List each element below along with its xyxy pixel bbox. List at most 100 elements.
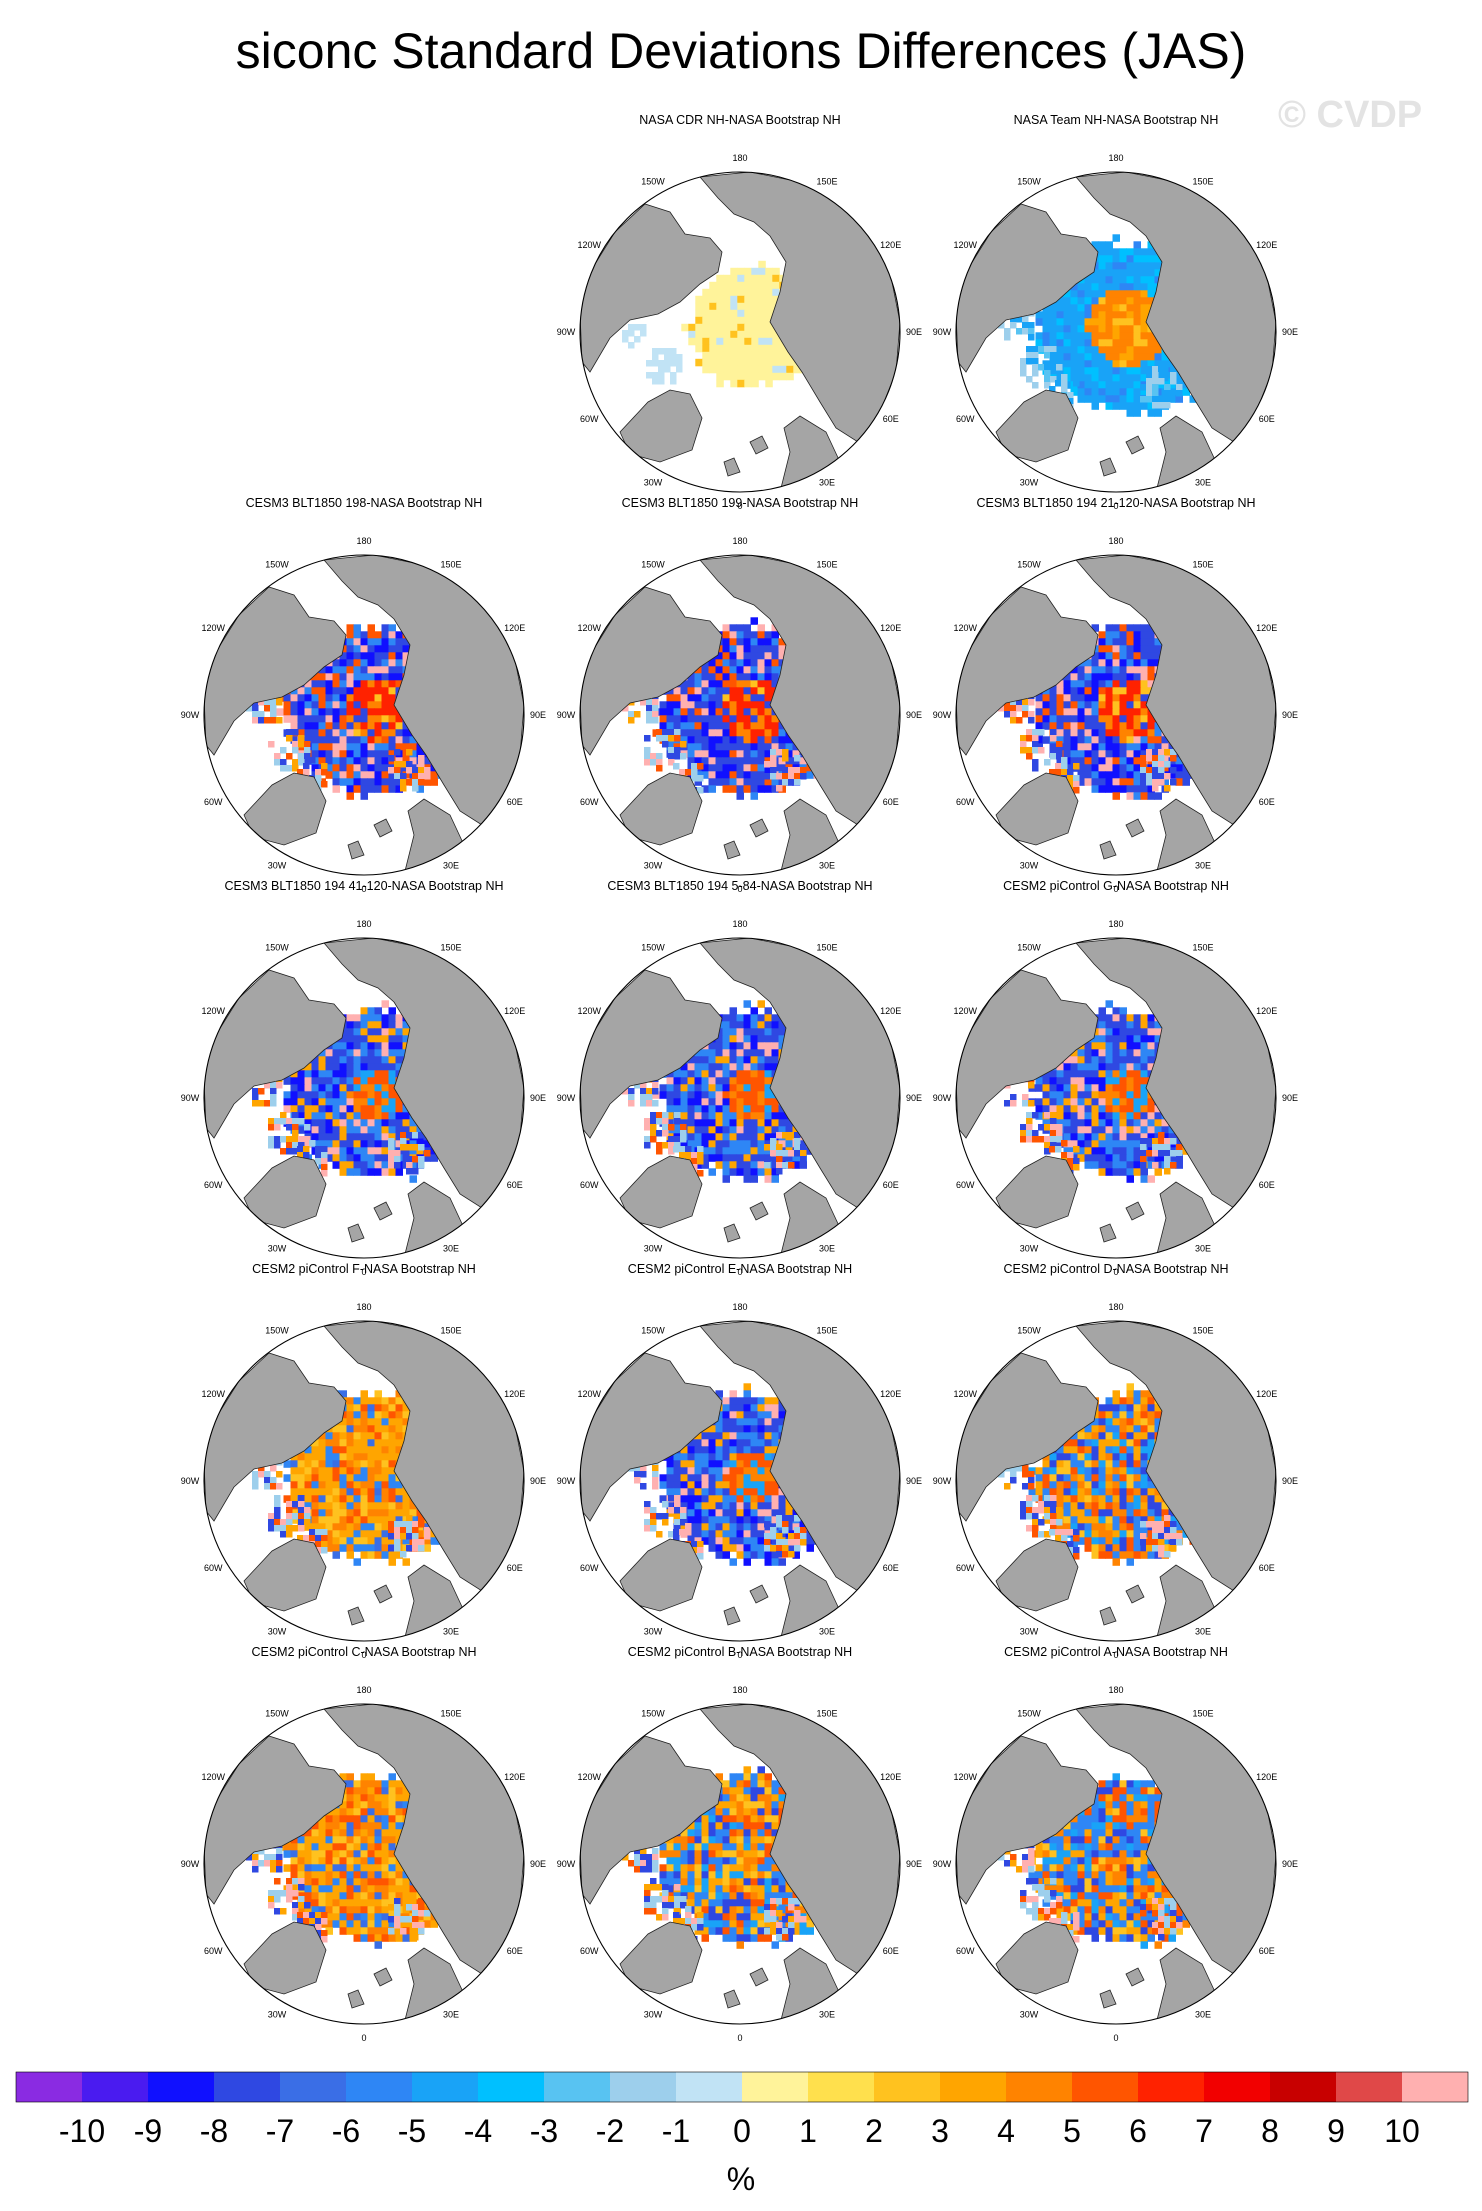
longitude-label: 120E — [880, 1389, 901, 1399]
longitude-label: 90W — [933, 710, 952, 720]
longitude-label: 30W — [268, 861, 287, 871]
longitude-label: 60E — [1259, 414, 1275, 424]
longitude-label: 90E — [1282, 327, 1298, 337]
longitude-label: 150E — [816, 1708, 837, 1718]
longitude-label: 30W — [1020, 1244, 1039, 1254]
longitude-label: 60W — [956, 1180, 975, 1190]
longitude-label: 150W — [641, 1708, 665, 1718]
map-panel: CESM3 BLT1850 194 5-84-NASA Bootstrap NH… — [557, 879, 922, 1277]
longitude-label: 90E — [1282, 710, 1298, 720]
longitude-label: 30W — [644, 1244, 663, 1254]
longitude-label: 150W — [1017, 559, 1041, 569]
longitude-label: 150W — [265, 559, 289, 569]
longitude-label: 30W — [644, 861, 663, 871]
longitude-label: 30W — [644, 2010, 663, 2020]
longitude-label: 120E — [504, 1772, 525, 1782]
colorbar-box — [1006, 2072, 1072, 2102]
colorbar-boxes — [16, 2072, 1468, 2102]
longitude-label: 150W — [1017, 942, 1041, 952]
longitude-label: 60E — [883, 797, 899, 807]
longitude-label: 150E — [440, 942, 461, 952]
colorbar-tick-label: 0 — [733, 2113, 751, 2149]
colorbar-tick-label: -6 — [332, 2113, 360, 2149]
map-panel: CESM2 piControl A-NASA Bootstrap NH 180 15… — [933, 1645, 1298, 2043]
map-boundary — [203, 1320, 525, 1642]
map-boundary — [955, 1703, 1277, 2025]
longitude-label: 150E — [816, 559, 837, 569]
longitude-label: 30E — [819, 2010, 835, 2020]
map-panel: CESM3 BLT1850 198-NASA Bootstrap NH 180 15… — [181, 496, 546, 894]
longitude-label: 90E — [1282, 1859, 1298, 1869]
colorbar-box — [808, 2072, 874, 2102]
longitude-label: 30E — [1195, 861, 1211, 871]
longitude-label: 30E — [443, 2010, 459, 2020]
panel-title: CESM3 BLT1850 198-NASA Bootstrap NH — [246, 496, 483, 510]
longitude-label: 30E — [1195, 478, 1211, 488]
colorbar-tick-label: -2 — [596, 2113, 624, 2149]
map-panel: CESM3 BLT1850 194 21-120-NASA Bootstrap … — [933, 496, 1298, 894]
longitude-label: 60W — [956, 1563, 975, 1573]
longitude-label: 90W — [933, 327, 952, 337]
map-boundary — [579, 937, 901, 1259]
colorbar-tick-label: -5 — [398, 2113, 426, 2149]
map-panel: CESM2 piControl F-NASA Bootstrap NH 180 15… — [181, 1262, 546, 1660]
longitude-label: 180 — [1108, 536, 1123, 546]
longitude-label: 30W — [268, 1627, 287, 1637]
map-boundary — [579, 1703, 901, 2025]
longitude-label: 120E — [504, 1006, 525, 1016]
longitude-label: 150W — [641, 1325, 665, 1335]
colorbar-box — [16, 2072, 82, 2102]
longitude-label: 30E — [1195, 2010, 1211, 2020]
longitude-label: 120E — [1256, 240, 1277, 250]
map-panel: CESM3 BLT1850 199-NASA Bootstrap NH 180 15… — [557, 496, 922, 894]
longitude-label: 90W — [557, 710, 576, 720]
longitude-label: 90W — [181, 1476, 200, 1486]
colorbar-tick-label: 2 — [865, 2113, 883, 2149]
colorbar-tick-label: 6 — [1129, 2113, 1147, 2149]
longitude-label: 120E — [1256, 1006, 1277, 1016]
longitude-label: 180 — [356, 536, 371, 546]
longitude-label: 150E — [440, 1325, 461, 1335]
map-boundary — [579, 554, 901, 876]
longitude-label: 60W — [580, 1946, 599, 1956]
longitude-label: 120E — [504, 623, 525, 633]
longitude-label: 120E — [1256, 1389, 1277, 1399]
map-boundary — [579, 171, 901, 493]
colorbar-box — [280, 2072, 346, 2102]
panel-title: CESM2 piControl B-NASA Bootstrap NH — [628, 1645, 852, 1659]
longitude-label: 150W — [641, 942, 665, 952]
longitude-label: 60W — [956, 797, 975, 807]
longitude-label: 60E — [883, 1946, 899, 1956]
longitude-label: 150E — [1192, 942, 1213, 952]
longitude-label: 150E — [1192, 1325, 1213, 1335]
longitude-label: 90E — [906, 1093, 922, 1103]
map-panel: CESM3 BLT1850 194 41-120-NASA Bootstrap … — [181, 879, 546, 1277]
colorbar-tick-label: 7 — [1195, 2113, 1213, 2149]
longitude-label: 0 — [1113, 1650, 1118, 1660]
colorbar-tick-label: -9 — [134, 2113, 162, 2149]
longitude-label: 0 — [1113, 2033, 1118, 2043]
longitude-label: 30W — [644, 1627, 663, 1637]
colorbar-tick-label: 10 — [1384, 2113, 1420, 2149]
longitude-label: 150W — [641, 559, 665, 569]
longitude-label: 120E — [1256, 1772, 1277, 1782]
longitude-label: 120W — [578, 1772, 602, 1782]
longitude-label: 30W — [268, 1244, 287, 1254]
longitude-label: 60E — [507, 1180, 523, 1190]
longitude-label: 90E — [906, 1476, 922, 1486]
colorbar-box — [412, 2072, 478, 2102]
longitude-label: 0 — [737, 501, 742, 511]
longitude-label: 150W — [265, 1708, 289, 1718]
longitude-label: 150E — [440, 1708, 461, 1718]
panel-title: CESM2 piControl G-NASA Bootstrap NH — [1003, 879, 1229, 893]
longitude-label: 30E — [819, 1244, 835, 1254]
longitude-label: 60E — [1259, 1563, 1275, 1573]
map-boundary — [955, 1320, 1277, 1642]
longitude-label: 180 — [732, 536, 747, 546]
map-panel: CESM2 piControl C-NASA Bootstrap NH 180 15… — [181, 1645, 546, 2043]
map-panel: NASA CDR NH-NASA Bootstrap NH 180 150E 120E… — [557, 113, 922, 511]
longitude-label: 180 — [1108, 1302, 1123, 1312]
longitude-label: 30W — [1020, 2010, 1039, 2020]
map-panel: NASA Team NH-NASA Bootstrap NH 180 150E 120… — [933, 113, 1298, 511]
longitude-label: 120W — [202, 1006, 226, 1016]
